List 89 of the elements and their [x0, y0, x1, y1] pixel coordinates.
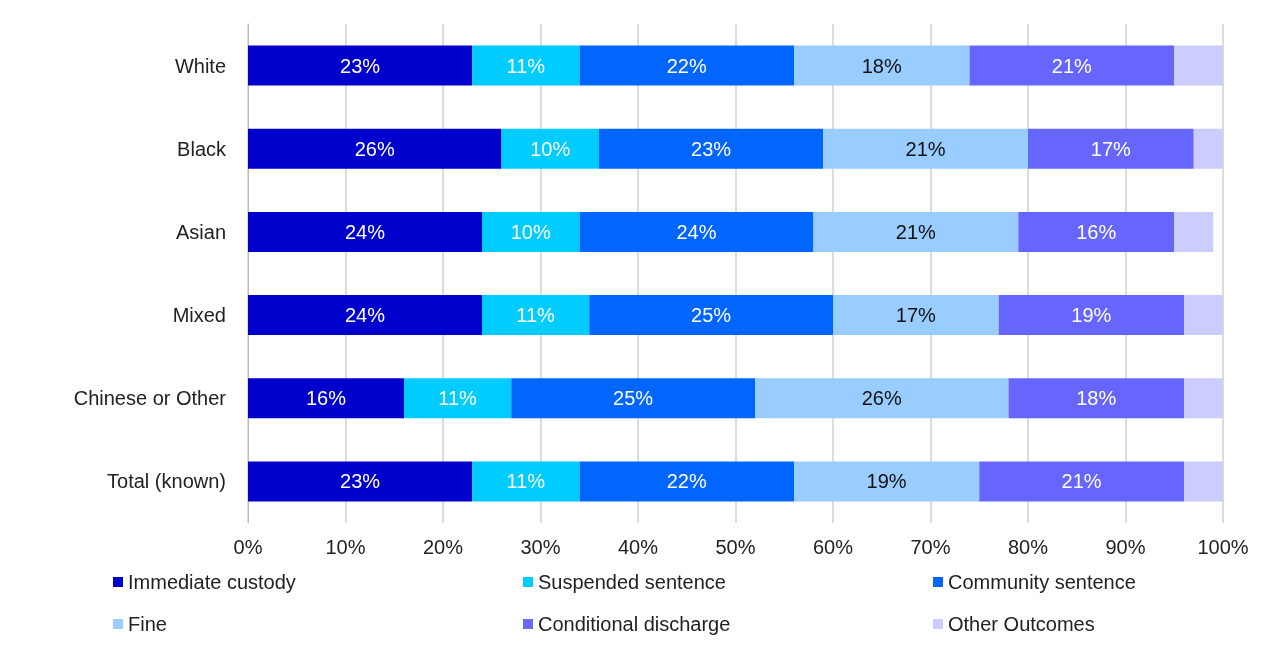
- bar: [472, 461, 580, 502]
- data-label: 24%: [344, 304, 386, 327]
- data-label: 25%: [613, 387, 654, 410]
- data-label: 11%: [506, 54, 546, 77]
- data-label: 23%: [340, 54, 381, 77]
- x-tick-label: 20%: [422, 536, 464, 558]
- bar: [998, 295, 1184, 336]
- bar: [589, 295, 833, 336]
- bar: [248, 378, 404, 419]
- bar: [248, 128, 502, 169]
- data-label: 16%: [305, 387, 347, 410]
- bar: [794, 461, 980, 502]
- y-tick-label: Total (known): [107, 470, 226, 493]
- data-label: 16%: [1076, 220, 1117, 243]
- bar: [823, 128, 1028, 169]
- bar: [794, 45, 970, 86]
- y-tick-label: Chinese or Other: [73, 387, 227, 410]
- x-tick-label: 40%: [617, 536, 659, 558]
- data-label: 17%: [895, 304, 937, 327]
- data-label: 19%: [1071, 304, 1112, 327]
- data-label: 21%: [1061, 470, 1102, 493]
- bar: [482, 211, 580, 252]
- legend-label: Suspended sentence: [538, 571, 726, 593]
- x-tick-label: 100%: [1197, 536, 1249, 558]
- y-tick-label: Mixed: [172, 304, 226, 327]
- x-tick-label: 30%: [520, 536, 561, 558]
- data-label: 18%: [861, 54, 902, 77]
- data-label: 21%: [895, 220, 937, 243]
- bar: [248, 461, 473, 502]
- data-label: 10%: [530, 137, 571, 160]
- bar: [248, 45, 473, 86]
- bar: [579, 211, 814, 252]
- data-label: 11%: [438, 387, 478, 410]
- data-label: 23%: [340, 470, 381, 493]
- x-tick-label: 70%: [910, 536, 951, 558]
- bar: [979, 461, 1184, 502]
- bar: [1184, 378, 1223, 419]
- data-label: 26%: [861, 387, 902, 410]
- x-tick-label: 0%: [233, 536, 263, 558]
- data-label: 21%: [905, 137, 946, 160]
- data-label: 17%: [1090, 137, 1132, 160]
- legend-label: Conditional discharge: [538, 613, 731, 635]
- bar: [511, 378, 755, 419]
- bar: [833, 295, 999, 336]
- data-label: 18%: [1076, 387, 1117, 410]
- data-label: 24%: [344, 220, 386, 243]
- bar: [813, 211, 1019, 252]
- legend-label: Immediate custody: [128, 571, 296, 593]
- data-label: 11%: [516, 304, 556, 327]
- x-tick-label: 10%: [325, 536, 366, 558]
- bar: [1174, 45, 1223, 86]
- legend-label: Community sentence: [948, 571, 1136, 593]
- bar: [472, 45, 580, 86]
- bar: [1174, 211, 1214, 252]
- bar: [579, 45, 794, 86]
- data-label: 23%: [691, 137, 732, 160]
- bar: [404, 378, 512, 419]
- x-tick-label: 50%: [715, 536, 756, 558]
- data-label: 21%: [1051, 54, 1093, 77]
- bar: [579, 461, 794, 502]
- legend-label: Fine: [128, 613, 167, 635]
- data-label: 22%: [666, 470, 707, 493]
- bar: [1193, 128, 1223, 169]
- x-tick-label: 90%: [1105, 536, 1146, 558]
- x-tick-label: 60%: [812, 536, 854, 558]
- bar: [248, 295, 482, 336]
- bar: [248, 211, 482, 252]
- bar: [969, 45, 1175, 86]
- y-tick-label: Asian: [175, 220, 226, 243]
- bar: [599, 128, 824, 169]
- data-label: 26%: [354, 137, 395, 160]
- bar: [1018, 211, 1175, 252]
- y-tick-label: Black: [177, 137, 227, 160]
- legend-label: Other Outcomes: [948, 613, 1095, 635]
- bar: [1028, 128, 1194, 169]
- bar: [1008, 378, 1184, 419]
- bar: [755, 378, 1009, 419]
- data-label: 22%: [666, 54, 707, 77]
- x-tick-label: 80%: [1007, 536, 1049, 558]
- data-label: 24%: [676, 220, 717, 243]
- data-label: 11%: [506, 470, 546, 493]
- y-tick-label: White: [174, 54, 226, 77]
- bar: [1184, 461, 1223, 502]
- bar: [1184, 295, 1223, 336]
- data-label: 19%: [866, 470, 907, 493]
- data-label: 25%: [691, 304, 732, 327]
- data-label: 10%: [510, 220, 551, 243]
- bar: [501, 128, 599, 169]
- bar: [482, 295, 590, 336]
